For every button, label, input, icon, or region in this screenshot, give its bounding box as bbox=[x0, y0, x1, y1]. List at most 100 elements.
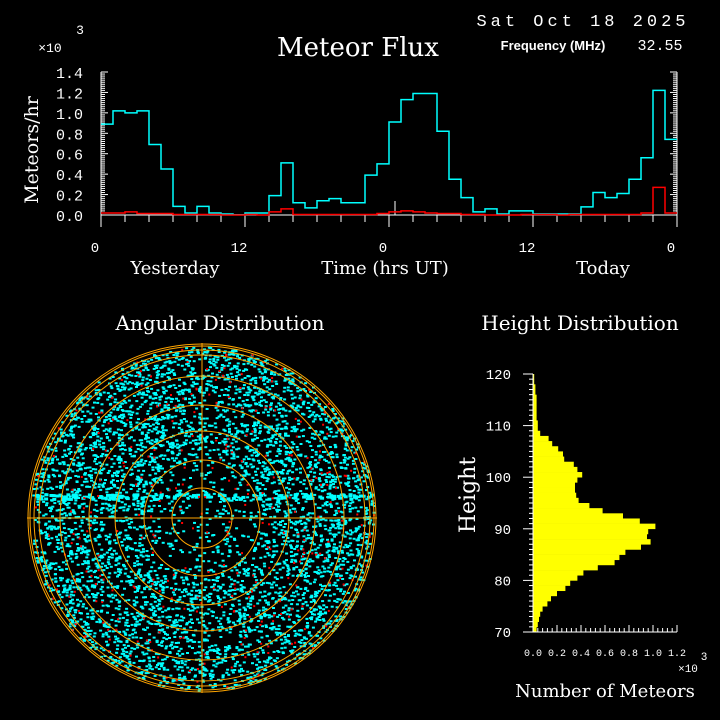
meteor-point bbox=[305, 537, 309, 540]
meteor-point bbox=[365, 509, 369, 512]
meteor-point bbox=[72, 614, 76, 617]
meteor-point bbox=[256, 543, 260, 546]
meteor-point bbox=[323, 502, 327, 505]
meteor-point bbox=[235, 448, 239, 451]
meteor-point bbox=[110, 511, 114, 514]
meteor-point bbox=[348, 577, 352, 580]
meteor-point bbox=[336, 525, 340, 528]
meteor-point bbox=[112, 506, 116, 509]
meteor-point bbox=[246, 605, 250, 608]
meteor-point bbox=[211, 441, 215, 444]
meteor-point bbox=[56, 542, 60, 544]
meteor-point bbox=[99, 647, 103, 650]
meteor-point bbox=[237, 403, 241, 406]
meteor-point bbox=[266, 477, 270, 480]
meteor-point bbox=[74, 418, 78, 421]
meteor-point bbox=[123, 572, 127, 575]
meteor-point bbox=[50, 537, 54, 540]
meteor-point bbox=[236, 487, 240, 490]
meteor-point bbox=[174, 539, 178, 542]
meteor-point bbox=[57, 500, 61, 503]
meteor-point bbox=[181, 357, 185, 359]
meteor-point bbox=[214, 386, 218, 388]
meteor-point bbox=[367, 552, 371, 555]
meteor-point bbox=[213, 561, 217, 564]
meteor-point bbox=[279, 633, 283, 636]
meteor-point bbox=[293, 657, 297, 660]
meteor-point bbox=[300, 607, 304, 610]
meteor-point bbox=[105, 436, 109, 439]
meteor-point bbox=[296, 534, 300, 537]
meteor-point bbox=[171, 527, 175, 530]
meteor-point bbox=[148, 396, 152, 399]
meteor-point bbox=[267, 554, 271, 557]
meteor-point bbox=[259, 579, 263, 582]
meteor-point bbox=[293, 595, 297, 598]
meteor-point bbox=[212, 660, 216, 663]
meteor-point bbox=[139, 502, 143, 505]
meteor-point bbox=[284, 598, 288, 601]
meteor-point bbox=[321, 600, 325, 603]
meteor-point bbox=[180, 421, 184, 424]
meteor-point bbox=[244, 404, 248, 407]
meteor-point bbox=[155, 539, 159, 542]
meteor-point bbox=[66, 543, 70, 546]
meteor-point bbox=[193, 652, 197, 655]
meteor-point bbox=[174, 457, 178, 460]
meteor-point bbox=[191, 647, 194, 649]
meteor-point bbox=[249, 389, 253, 392]
meteor-point bbox=[183, 457, 187, 460]
meteor-point bbox=[249, 518, 252, 521]
meteor-point bbox=[96, 439, 100, 442]
meteor-point bbox=[311, 560, 315, 563]
meteor-point bbox=[230, 583, 234, 586]
meteor-point bbox=[146, 431, 150, 434]
meteor-point bbox=[263, 383, 267, 386]
meteor-point bbox=[284, 450, 288, 453]
meteor-point bbox=[342, 422, 346, 425]
meteor-point bbox=[161, 431, 165, 434]
meteor-point bbox=[342, 454, 346, 457]
meteor-point bbox=[296, 448, 300, 451]
meteor-point bbox=[306, 401, 310, 404]
meteor-point bbox=[217, 351, 221, 353]
meteor-point bbox=[90, 579, 94, 582]
meteor-point bbox=[125, 641, 129, 644]
meteor-point bbox=[336, 579, 340, 582]
meteor-point bbox=[290, 555, 293, 558]
meteor-point bbox=[289, 451, 293, 453]
meteor-point bbox=[129, 584, 133, 587]
meteor-point bbox=[192, 396, 196, 399]
meteor-point bbox=[180, 662, 184, 665]
meteor-point bbox=[276, 459, 279, 462]
meteor-point bbox=[89, 436, 93, 439]
meteor-point bbox=[297, 454, 301, 457]
meteor-point bbox=[275, 438, 279, 441]
meteor-point bbox=[330, 605, 334, 608]
meteor-point bbox=[215, 616, 219, 619]
meteor-point bbox=[156, 468, 160, 471]
meteor-point bbox=[315, 555, 319, 558]
meteor-point bbox=[318, 606, 322, 609]
meteor-point bbox=[196, 606, 200, 609]
meteor-point bbox=[249, 357, 253, 360]
meteor-point bbox=[151, 460, 155, 463]
meteor-point bbox=[157, 668, 161, 670]
meteor-point bbox=[123, 394, 127, 397]
meteor-point bbox=[223, 356, 226, 359]
meteor-point bbox=[326, 453, 330, 456]
meteor-point bbox=[138, 439, 142, 442]
meteor-point bbox=[93, 537, 97, 540]
meteor-point bbox=[74, 579, 78, 582]
meteor-point bbox=[129, 449, 133, 451]
meteor-point bbox=[252, 395, 256, 398]
meteor-point bbox=[83, 473, 87, 476]
meteor-point bbox=[87, 589, 91, 592]
meteor-point bbox=[198, 660, 202, 663]
meteor-point bbox=[243, 499, 247, 502]
meteor-point bbox=[107, 563, 111, 566]
meteor-point bbox=[113, 472, 116, 474]
meteor-point bbox=[368, 558, 372, 560]
meteor-point bbox=[334, 435, 338, 438]
meteor-point bbox=[144, 672, 148, 675]
